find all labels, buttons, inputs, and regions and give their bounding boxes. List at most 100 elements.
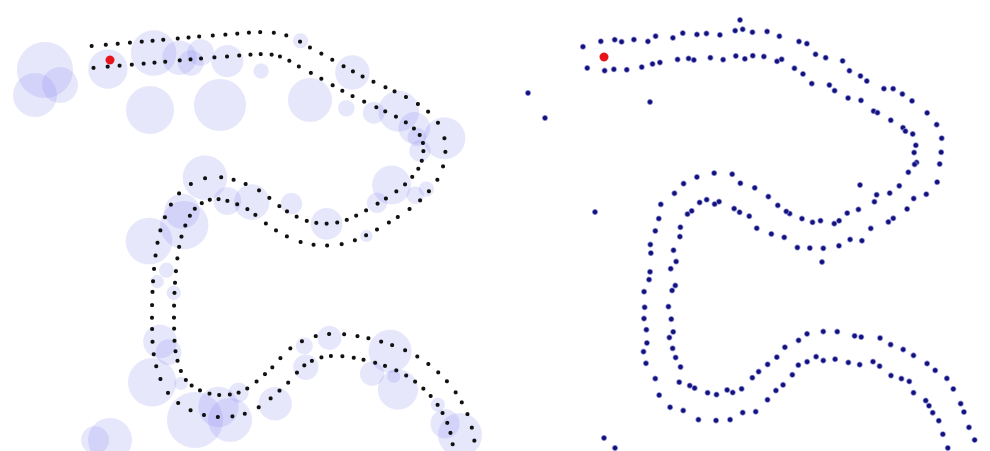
dot xyxy=(324,221,329,226)
dot xyxy=(417,132,422,137)
dot xyxy=(278,356,283,361)
dot xyxy=(319,51,324,56)
dot xyxy=(737,180,744,187)
dot xyxy=(844,210,851,217)
dot xyxy=(162,215,167,220)
dot xyxy=(382,363,387,368)
dot xyxy=(197,34,202,39)
dot xyxy=(158,228,163,233)
trajectory-dots xyxy=(89,30,477,447)
dot xyxy=(870,358,877,365)
dot xyxy=(672,282,679,289)
dot xyxy=(812,51,819,58)
dot xyxy=(187,213,192,218)
dot xyxy=(442,136,447,141)
dot xyxy=(898,375,905,382)
dot xyxy=(294,370,299,375)
dot xyxy=(781,344,788,351)
blob xyxy=(128,358,177,407)
dot xyxy=(731,205,738,212)
dot xyxy=(172,326,177,331)
dot xyxy=(939,431,946,438)
blob xyxy=(13,73,57,117)
blob xyxy=(187,39,214,66)
dot xyxy=(330,57,335,62)
dot xyxy=(877,335,884,342)
dot xyxy=(669,287,676,294)
dot xyxy=(729,171,736,178)
dot xyxy=(236,390,241,395)
dot xyxy=(646,276,653,283)
dot xyxy=(354,213,359,218)
dot xyxy=(161,37,166,42)
dot xyxy=(887,117,894,124)
dot xyxy=(307,45,312,50)
dot xyxy=(258,52,263,57)
dot xyxy=(803,40,810,47)
dot xyxy=(909,97,916,104)
dot xyxy=(673,258,680,265)
dot xyxy=(344,217,349,222)
dot xyxy=(671,190,678,197)
dot xyxy=(887,372,894,379)
blob xyxy=(233,184,270,220)
dot xyxy=(703,196,710,203)
dot xyxy=(175,256,180,261)
dot xyxy=(407,207,412,212)
dot xyxy=(421,149,426,154)
dot xyxy=(867,225,874,232)
dot xyxy=(450,442,455,447)
dot xyxy=(680,407,687,414)
dot xyxy=(890,85,897,92)
dot xyxy=(808,80,815,87)
dot xyxy=(284,33,289,38)
dot xyxy=(271,30,276,35)
dot xyxy=(922,397,929,404)
dot xyxy=(426,189,431,194)
dot xyxy=(799,70,806,77)
dot xyxy=(652,33,659,40)
dot xyxy=(421,386,426,391)
dot xyxy=(103,42,108,47)
dot xyxy=(630,36,637,43)
dot xyxy=(753,225,760,232)
dot xyxy=(713,391,720,398)
dot xyxy=(341,64,346,69)
dot xyxy=(855,206,862,213)
dot xyxy=(199,201,204,206)
dot xyxy=(924,360,931,367)
dot xyxy=(795,38,802,45)
dot xyxy=(273,228,278,233)
dot xyxy=(676,379,683,386)
dot xyxy=(154,364,159,369)
dot xyxy=(177,191,182,196)
dot xyxy=(672,354,679,361)
dot xyxy=(934,179,941,186)
dot xyxy=(839,57,846,64)
dot xyxy=(776,33,783,40)
dot xyxy=(911,161,918,168)
dot xyxy=(294,214,299,219)
blob xyxy=(88,418,132,451)
dot xyxy=(404,373,409,378)
dot xyxy=(175,36,180,41)
dot xyxy=(173,269,178,274)
dot xyxy=(350,69,355,74)
dot xyxy=(647,241,654,248)
dot xyxy=(150,326,155,331)
dot xyxy=(319,76,324,81)
dot xyxy=(403,120,408,125)
blob xyxy=(387,369,401,383)
dot xyxy=(217,392,222,397)
blob xyxy=(126,86,174,134)
dot xyxy=(909,131,916,138)
dot xyxy=(696,199,703,206)
dot xyxy=(277,204,282,209)
dot xyxy=(91,65,96,70)
dot xyxy=(704,389,711,396)
dot xyxy=(158,377,163,382)
dot xyxy=(732,27,739,34)
dot xyxy=(286,380,291,385)
dot xyxy=(885,218,892,225)
dot xyxy=(749,52,756,59)
